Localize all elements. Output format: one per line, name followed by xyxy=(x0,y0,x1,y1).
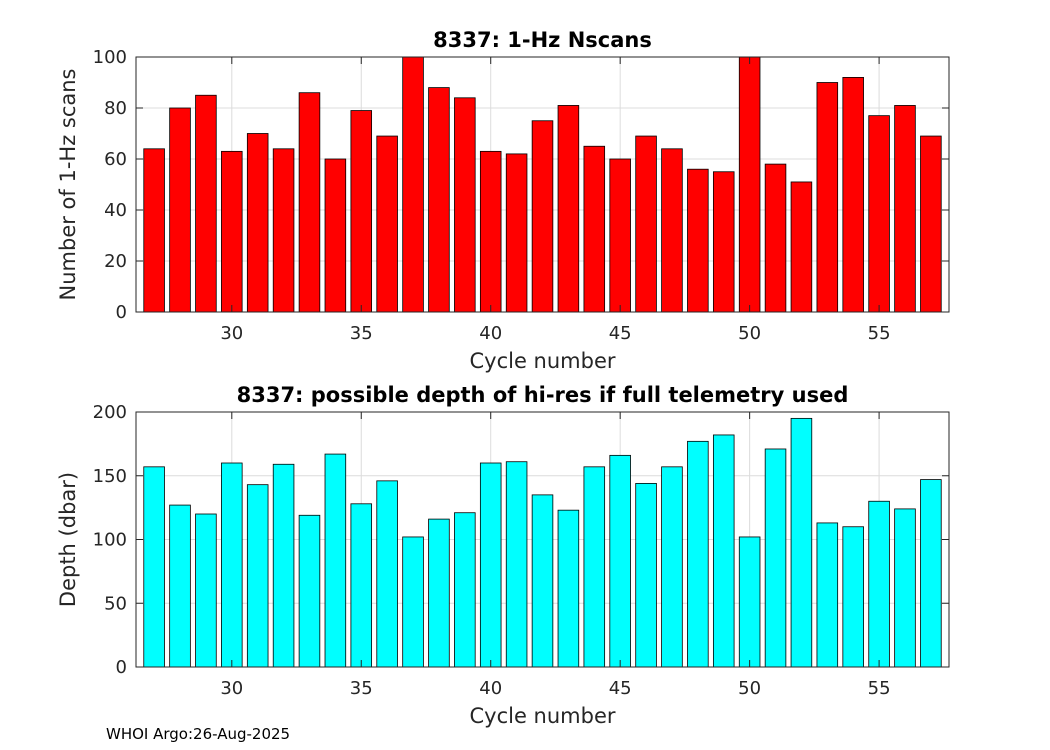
bar xyxy=(169,107,191,313)
bar xyxy=(195,513,217,668)
bar xyxy=(790,417,813,668)
bar xyxy=(609,454,631,668)
bar xyxy=(583,145,606,313)
bar xyxy=(920,479,942,668)
bar xyxy=(687,440,709,668)
x-tick-label: 50 xyxy=(738,678,761,699)
bar xyxy=(920,135,942,313)
bar xyxy=(350,110,373,313)
bar xyxy=(661,466,683,668)
y-tick-label: 150 xyxy=(93,466,127,487)
bar xyxy=(479,462,502,668)
x-tick-label: 35 xyxy=(350,323,373,344)
y-tick-label: 80 xyxy=(104,98,127,119)
axes-box xyxy=(135,56,950,313)
y-tick-label: 50 xyxy=(104,593,127,614)
bar xyxy=(143,148,165,313)
bar xyxy=(712,434,735,668)
bar xyxy=(557,105,580,313)
y-tick-label: 0 xyxy=(116,657,127,678)
x-tick-label: 30 xyxy=(220,323,243,344)
chart-title: 8337: 1-Hz Nscans xyxy=(433,28,652,52)
bar xyxy=(376,480,398,668)
bar xyxy=(687,168,709,313)
bar xyxy=(531,494,554,668)
bar xyxy=(816,522,839,668)
bar xyxy=(790,181,813,313)
chart-nscans: 30 35 40 45 50 55 0 20 40 60 80 100 8337: 1-Hz Nscan… xyxy=(56,28,950,373)
bar xyxy=(557,509,580,668)
x-tick-label: 45 xyxy=(609,323,632,344)
bar xyxy=(298,514,321,668)
bar xyxy=(738,56,761,313)
bar xyxy=(842,526,864,668)
bar xyxy=(272,148,295,313)
y-axis-label: Number of 1-Hz scans xyxy=(56,69,80,301)
bar xyxy=(376,135,398,313)
bar xyxy=(505,461,528,668)
bar xyxy=(221,150,243,313)
x-tick-label: 50 xyxy=(738,323,761,344)
y-axis-label: Depth (dbar) xyxy=(56,472,80,607)
bar xyxy=(764,163,787,313)
bar xyxy=(454,97,476,313)
bar xyxy=(169,504,191,668)
chart-title: 8337: possible depth of hi-res if full t… xyxy=(237,383,849,407)
x-tick-label: 35 xyxy=(350,678,373,699)
bar xyxy=(221,462,243,668)
bar xyxy=(583,466,606,668)
bar xyxy=(246,133,269,313)
y-tick-label: 40 xyxy=(104,200,127,221)
x-tick-label: 55 xyxy=(868,323,891,344)
bar xyxy=(350,503,373,668)
bar xyxy=(635,482,657,668)
bar xyxy=(635,135,657,313)
bar xyxy=(894,508,916,668)
y-tick-label: 100 xyxy=(93,47,127,68)
bar xyxy=(505,153,528,313)
bar xyxy=(143,466,165,668)
x-tick-label: 55 xyxy=(868,678,891,699)
y-tick-label: 20 xyxy=(104,251,127,272)
bar xyxy=(428,87,450,313)
bar xyxy=(402,536,424,668)
bar xyxy=(764,448,787,668)
bar xyxy=(609,158,631,313)
y-tick-label: 200 xyxy=(93,402,127,423)
x-axis-label: Cycle number xyxy=(469,704,615,728)
chart-depth: 30 35 40 45 50 55 0 50 100 150 200 8337: possible d… xyxy=(56,383,950,728)
bar xyxy=(454,512,476,668)
bar xyxy=(738,536,761,668)
x-tick-label: 45 xyxy=(609,678,632,699)
bar xyxy=(324,158,347,313)
bar xyxy=(428,518,450,668)
x-tick-label: 40 xyxy=(479,678,502,699)
bar xyxy=(868,115,890,313)
bar xyxy=(195,94,217,313)
bar xyxy=(842,77,864,313)
y-tick-label: 0 xyxy=(116,302,127,323)
bar xyxy=(479,150,502,313)
bar xyxy=(402,56,424,313)
bar xyxy=(246,484,269,668)
y-tick-label: 60 xyxy=(104,149,127,170)
bar xyxy=(661,148,683,313)
bar xyxy=(298,92,321,313)
x-axis-label: Cycle number xyxy=(469,349,615,373)
bar xyxy=(868,500,890,668)
x-tick-label: 30 xyxy=(220,678,243,699)
bar xyxy=(712,171,735,313)
bar xyxy=(531,120,554,313)
bar xyxy=(272,463,295,668)
footer-credit: WHOI Argo:26-Aug-2025 xyxy=(106,725,291,743)
y-tick-label: 100 xyxy=(93,530,127,551)
x-tick-label: 40 xyxy=(479,323,502,344)
bar xyxy=(816,82,839,313)
bar xyxy=(324,453,347,668)
bar xyxy=(894,105,916,313)
